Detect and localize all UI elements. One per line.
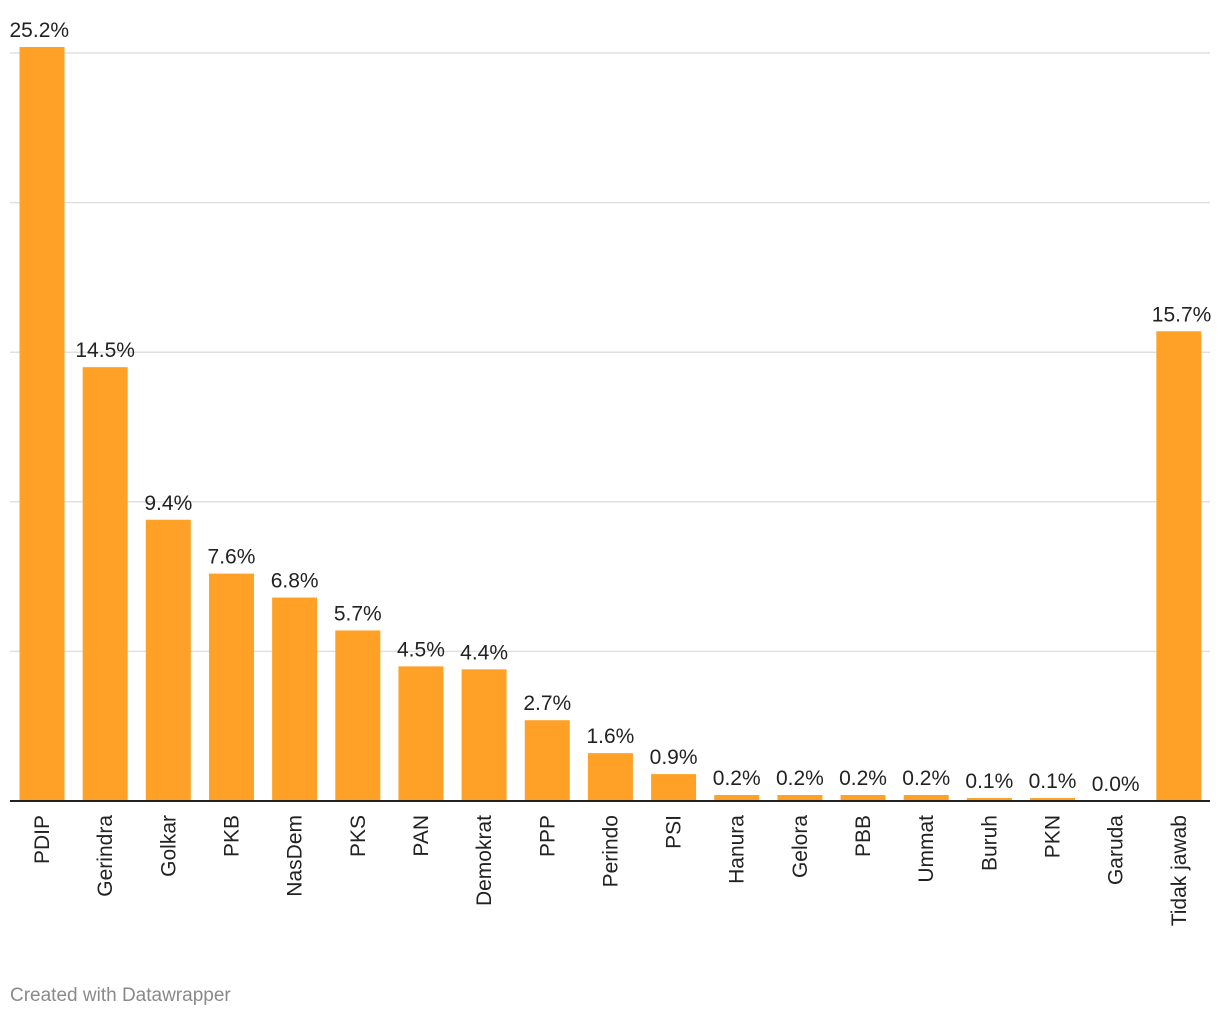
- bar: [272, 597, 318, 801]
- value-label: 0.1%: [1029, 770, 1077, 793]
- bar: [461, 669, 507, 801]
- value-label: 2.7%: [523, 692, 571, 715]
- bar: [651, 774, 697, 801]
- category-label: PSI: [663, 815, 686, 849]
- bar: [208, 573, 254, 801]
- value-label: 7.6%: [208, 546, 256, 569]
- bar: [145, 519, 191, 801]
- category-label: PDIP: [31, 815, 54, 864]
- value-label: 0.0%: [1092, 773, 1140, 796]
- category-label: Buruh: [978, 815, 1001, 871]
- bar: [714, 795, 760, 801]
- value-label: 15.7%: [1152, 303, 1212, 326]
- bars: [19, 47, 1202, 802]
- value-label: 4.5%: [397, 638, 445, 661]
- value-label: 9.4%: [144, 492, 192, 515]
- category-label: Perindo: [599, 815, 622, 887]
- value-labels: 25.2% 14.5% 9.4% 7.6% 6.8% 5.7% 4.5% 4.4% 2.7% 1.…: [10, 19, 1212, 796]
- category-label: PBB: [852, 815, 875, 857]
- category-label: PAN: [410, 815, 433, 857]
- category-label: Golkar: [157, 815, 180, 877]
- bar: [82, 367, 128, 801]
- bar: [335, 630, 381, 801]
- category-label: Demokrat: [473, 815, 496, 906]
- bar: [1156, 331, 1202, 801]
- value-label: 6.8%: [271, 570, 319, 593]
- value-label: 0.2%: [902, 767, 950, 790]
- category-label: PKB: [220, 815, 243, 857]
- grid-lines: [10, 52, 1210, 653]
- category-label: Tidak jawab: [1168, 815, 1191, 926]
- value-label: 14.5%: [75, 339, 135, 362]
- value-label: 25.2%: [10, 19, 70, 42]
- bar: [398, 666, 444, 801]
- category-label: PKS: [347, 815, 370, 857]
- value-label: 0.2%: [839, 767, 887, 790]
- category-label: Hanura: [726, 815, 749, 884]
- value-label: 0.9%: [650, 746, 698, 769]
- value-label: 4.4%: [460, 641, 508, 664]
- category-label: PPP: [536, 815, 559, 857]
- category-label: Gerindra: [94, 815, 117, 897]
- value-label: 0.1%: [965, 770, 1013, 793]
- category-label: NasDem: [284, 815, 307, 897]
- bar: [840, 795, 886, 801]
- value-label: 0.2%: [776, 767, 824, 790]
- category-label: Gelora: [789, 815, 812, 878]
- bar: [903, 795, 949, 801]
- value-label: 1.6%: [586, 725, 634, 748]
- category-label: Garuda: [1105, 815, 1128, 885]
- bar: [777, 795, 823, 801]
- category-label: PKN: [1042, 815, 1065, 858]
- value-label: 5.7%: [334, 602, 382, 625]
- bar: [524, 720, 570, 801]
- bar: [587, 753, 633, 801]
- value-label: 0.2%: [713, 767, 761, 790]
- category-labels: PDIP Gerindra Golkar PKB NasDem PKS PAN Demokra…: [31, 815, 1191, 927]
- bar: [966, 798, 1012, 801]
- category-label: Ummat: [915, 815, 938, 883]
- bar: [19, 47, 65, 802]
- bar: [1030, 798, 1076, 801]
- credit-text: Created with Datawrapper: [10, 985, 231, 1006]
